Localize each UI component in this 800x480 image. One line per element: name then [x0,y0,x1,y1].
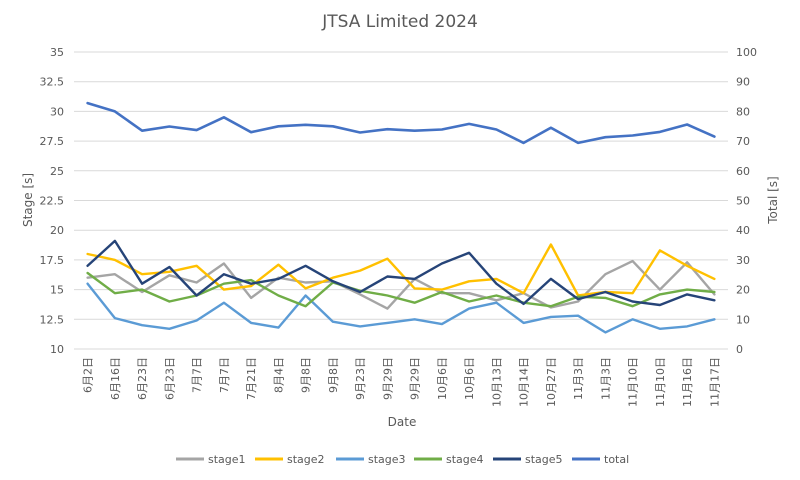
x-tick-label: 10月14日 [518,357,531,407]
series-line-total [86,101,716,145]
series-line-stage2 [86,243,716,297]
legend: stage1 stage2 stage3 stage4 stage5 total [176,453,629,466]
y-axis-right-ticks: 0 10 20 30 40 50 60 70 80 90 100 [736,46,757,356]
y-tick-label: 15 [50,284,64,297]
chart-title: JTSA Limited 2024 [321,12,478,32]
series-lines [86,101,716,334]
x-tick-label: 11月10日 [654,357,667,407]
x-axis-ticks: 6月2日 6月16日 6月23日 6月23日 7月7日 7月7日 7月21日 8月4日 9月8日… [82,357,722,407]
y2-tick-label: 0 [736,343,743,356]
x-tick-label: 11月10日 [627,357,640,407]
y2-tick-label: 70 [736,135,750,148]
x-tick-label: 10月6日 [436,357,449,400]
x-tick-label: 11月3日 [572,357,585,400]
x-tick-label: 7月7日 [191,357,204,393]
x-tick-label: 6月23日 [163,357,176,400]
legend-label-stage5: stage5 [525,453,563,466]
x-tick-label: 6月16日 [109,357,122,400]
x-tick-label: 7月7日 [218,357,231,393]
x-axis-title: Date [388,415,417,429]
y2-tick-label: 20 [736,284,750,297]
y-tick-label: 30 [50,105,64,118]
legend-label-stage2: stage2 [287,453,325,466]
y2-tick-label: 80 [736,105,750,118]
x-tick-label: 9月23日 [354,357,367,400]
y-tick-label: 22.5 [40,195,65,208]
legend-label-stage4: stage4 [446,453,484,466]
y2-tick-label: 90 [736,76,750,89]
x-tick-label: 6月2日 [82,357,95,393]
x-tick-label: 11月17日 [708,357,721,407]
y2-tick-label: 30 [736,254,750,267]
y-axis-left-ticks: 10 12.5 15 17.5 20 22.5 25 27.5 30 32.5 35 [40,46,65,356]
y-tick-label: 12.5 [40,313,65,326]
series-line-stage1 [86,259,716,310]
x-tick-label: 10月27日 [545,357,558,407]
x-tick-label: 8月4日 [272,357,285,393]
x-tick-label: 9月8日 [327,357,340,393]
legend-label-stage1: stage1 [208,453,246,466]
x-tick-label: 10月6日 [463,357,476,400]
y-axis-right-title: Total [s] [766,176,780,224]
x-tick-label: 7月21日 [245,357,258,400]
y2-tick-label: 60 [736,165,750,178]
x-tick-label: 9月29日 [409,357,422,400]
x-tick-label: 6月23日 [136,357,149,400]
series-line-stage3 [86,282,716,334]
legend-label-stage3: stage3 [368,453,406,466]
x-tick-label: 11月16日 [681,357,694,407]
y-tick-label: 17.5 [40,254,65,267]
y-axis-left-title: Stage [s] [21,173,35,227]
y-tick-label: 32.5 [40,76,65,89]
y2-tick-label: 10 [736,313,750,326]
x-tick-label: 11月3日 [599,357,612,400]
x-tick-label: 9月8日 [300,357,313,393]
y2-tick-label: 50 [736,195,750,208]
y-tick-label: 10 [50,343,64,356]
series-line-stage4 [86,271,716,308]
y2-tick-label: 100 [736,46,757,59]
y2-tick-label: 40 [736,224,750,237]
legend-label-total: total [604,453,629,466]
y-tick-label: 25 [50,165,64,178]
x-tick-label: 9月29日 [381,357,394,400]
y-tick-label: 35 [50,46,64,59]
gridlines [74,51,728,350]
series-line-stage5 [86,239,716,307]
y-tick-label: 20 [50,224,64,237]
y-tick-label: 27.5 [40,135,65,148]
x-tick-label: 10月13日 [490,357,503,407]
